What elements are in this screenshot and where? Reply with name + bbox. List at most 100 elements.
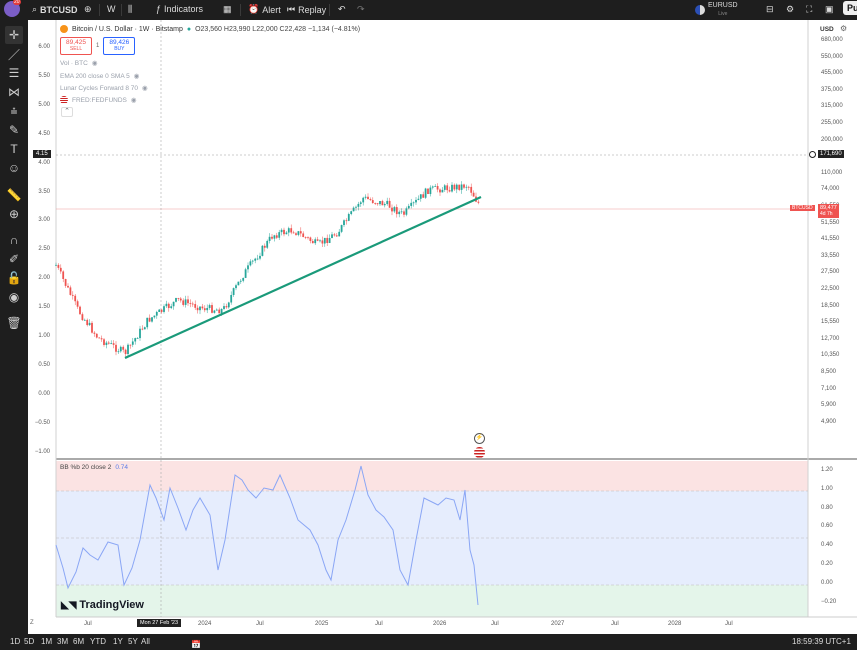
candle-body [395,207,398,215]
chart-type-button[interactable]: ⫼ [128,4,132,15]
clock-display[interactable]: 18:59:39 UTC+1 [792,637,851,646]
chart-area[interactable]: Bitcoin / U.S. Dollar · 1W · Bitstamp ● … [28,20,857,634]
crosshair-tool[interactable]: ✛ [5,26,23,44]
eye-icon[interactable]: ◉ [91,60,98,67]
hide-drawings-tool[interactable]: ◉ [5,288,23,306]
range-button[interactable]: All [141,637,150,646]
candle-body [295,233,297,235]
brush-tool[interactable]: ✎ [5,121,23,139]
candle-body [79,306,81,315]
magnet-tool[interactable]: ∩ [5,231,23,249]
legend-volume[interactable]: Vol · BTC ◉ [60,59,98,68]
candle-body [131,341,134,345]
candle-body [251,260,254,262]
bb-upper-zone [56,461,808,491]
candle-body [465,186,468,188]
buy-button[interactable]: 89,426 BUY [103,37,136,55]
right-axis-tick: 27,500 [821,269,840,276]
candle-body [203,308,206,311]
us-flag-icon [60,96,68,104]
eye-icon[interactable]: ◉ [142,85,148,92]
gear-icon: ⚙ [786,4,795,14]
bb-percent-line [55,465,479,606]
candle-body [158,309,161,312]
bitcoin-icon [60,25,68,33]
settings-button[interactable]: ⚙ [786,4,794,15]
bb-legend[interactable]: BB %b 20 close 2 0.74 [60,464,128,471]
undo-button[interactable]: ↶ [338,4,346,15]
text-tool[interactable]: T [5,140,23,158]
dividend-event-icon[interactable]: ⚡ [474,433,485,444]
candle-body [290,228,293,233]
range-button[interactable]: 1D [10,637,21,646]
trendline-drawing[interactable] [124,195,482,360]
currency-label[interactable]: USD [820,26,834,33]
remove-drawings-tool[interactable]: 🗑 [5,314,23,332]
legend-fedfunds[interactable]: FRED:FEDFUNDS ◉ [60,96,137,104]
candle-body [443,185,446,190]
candle-body [314,239,317,244]
add-symbol-button[interactable]: ⊕ [84,4,92,15]
candle-body [386,200,389,205]
compare-symbol[interactable]: EURUSD Live [695,2,738,18]
alert-button[interactable]: ⏰ Alert [248,4,281,15]
range-button[interactable]: 1Y [113,637,123,646]
candle-body [139,328,141,339]
pattern-tool[interactable]: ⋈ [5,83,23,101]
layout-select-button[interactable]: ⊟ [766,4,774,15]
candle-body [323,237,326,244]
interval-button[interactable]: W [107,4,116,14]
candle-body [431,186,434,188]
sell-button[interactable]: 89,425 SELL [60,37,92,55]
legend-lunar[interactable]: Lunar Cycles Forward 8 70 ◉ [60,84,148,93]
measure-tool[interactable]: 📏 [5,186,23,204]
publish-button[interactable]: Pu [843,1,857,15]
pattern-icon: ⋈ [8,85,20,99]
clock-icon [809,150,816,158]
right-axis-tick: 33,550 [821,252,840,259]
axis-settings-button[interactable]: ⚙ [840,24,847,33]
candle-body [364,196,367,198]
candle-body [362,197,365,203]
range-button[interactable]: 1M [41,637,53,646]
user-avatar[interactable]: 20 [4,0,21,17]
left-axis-tick: −1.00 [34,448,50,455]
eye-icon[interactable]: ◉ [130,97,137,104]
indicators-button[interactable]: ƒ Indicators [156,4,204,14]
symbol-legend[interactable]: Bitcoin / U.S. Dollar · 1W · Bitstamp ● … [60,25,360,33]
lock-drawings-tool[interactable]: 🔓 [5,269,23,287]
candle-body [259,255,261,259]
trendline-tool[interactable]: ／ [5,45,23,63]
timezone-button[interactable]: Z [30,620,34,626]
ruler-lines-icon: ⩮ [10,103,18,118]
drawing-toolbar: ✛ ／ ☰ ⋈ ⩮ ✎ T ☺ 📏 ⊕ ∩ ✐ 🔓 ◉ 🗑 [0,20,28,634]
eye-icon[interactable]: ◉ [133,73,140,80]
range-button[interactable]: 5D [24,637,35,646]
range-button[interactable]: 5Y [128,637,138,646]
fullscreen-button[interactable]: ⛶ [806,4,812,15]
us-flag-event-icon[interactable] [474,447,485,458]
right-axis-tick: 110,000 [821,169,843,176]
range-button[interactable]: 3M [57,637,69,646]
candle-body [331,234,333,239]
legend-ema[interactable]: EMA 200 close 0 SMA 5 ◉ [60,72,140,81]
projection-tool[interactable]: ⩮ [5,102,23,120]
symbol-label: BTCUSD [40,4,78,15]
range-button[interactable]: YTD [90,637,106,646]
gear-icon: ⚙ [840,24,848,33]
fib-tool[interactable]: ☰ [5,64,23,82]
stay-drawing-tool[interactable]: ✐ [5,250,23,268]
pencil-lock-icon: ✐ [8,252,20,266]
emoji-tool[interactable]: ☺ [5,159,23,177]
trade-buttons: 89,425 SELL 1 89,426 BUY [60,37,136,55]
symbol-search[interactable]: ⌕ BTCUSD [32,4,78,15]
collapse-legend-button[interactable]: ⌃ [61,107,73,117]
range-button[interactable]: 6M [73,637,85,646]
tradingview-logo[interactable]: ◣◥ TradingView [61,599,144,611]
zoom-tool[interactable]: ⊕ [5,205,23,223]
redo-button[interactable]: ↷ [357,4,365,15]
snapshot-button[interactable]: ▣ [825,4,834,15]
layouts-button[interactable]: ▦ [223,4,232,15]
calendar-icon: 📅 [191,640,201,649]
replay-button[interactable]: ⏮ Replay [287,4,327,15]
